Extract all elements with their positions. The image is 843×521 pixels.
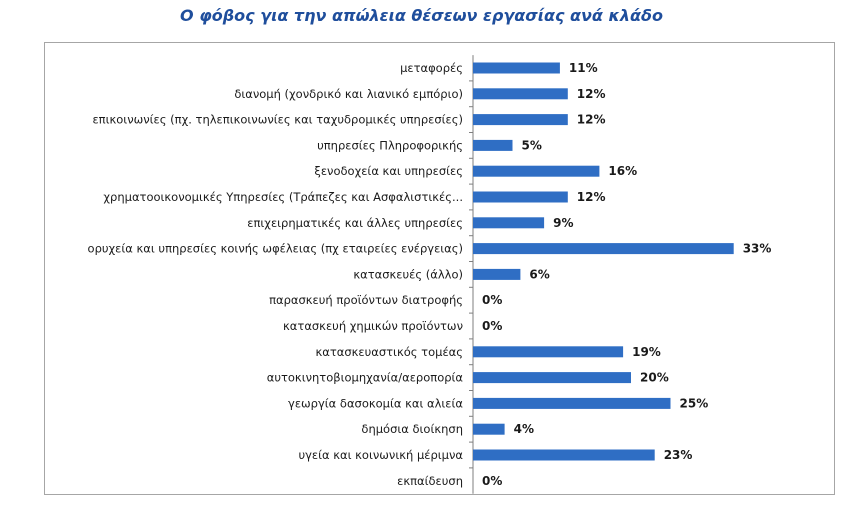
category-label: γεωργία δασοκομία και αλιεία [288, 396, 463, 410]
data-label: 16% [608, 164, 637, 178]
bar [473, 449, 655, 461]
bar [473, 62, 560, 74]
data-label: 19% [632, 345, 661, 359]
bar [473, 423, 505, 435]
category-label: αυτοκινητοβιομηχανία/αεροπορία [267, 371, 464, 385]
category-label: κατασκευές (άλλο) [353, 267, 463, 281]
bar [473, 114, 568, 126]
data-label: 0% [482, 319, 502, 333]
bar [473, 139, 513, 151]
bar [473, 268, 521, 280]
data-label: 12% [577, 113, 606, 127]
data-label: 12% [577, 87, 606, 101]
bar [473, 346, 624, 358]
bar [473, 191, 568, 203]
plot-frame [44, 42, 835, 495]
data-label: 11% [569, 61, 598, 75]
bar [473, 372, 631, 384]
data-label: 33% [743, 242, 772, 256]
category-label: επικοινωνίες (πχ. τηλεπικοινωνίες και τα… [92, 113, 463, 127]
data-label: 25% [680, 396, 709, 410]
category-label: διανομή (χονδρικό και λιανικό εμπόριο) [234, 87, 463, 101]
data-label: 23% [664, 448, 693, 462]
category-label: δημόσια διοίκηση [361, 422, 463, 436]
category-label: κατασκευή χημικών προϊόντων [283, 319, 463, 333]
category-label: χρηματοοικονομικές Υπηρεσίες (Τράπεζες κ… [103, 190, 463, 204]
data-label: 9% [553, 216, 573, 230]
category-label: ξενοδοχεία και υπηρεσίες [314, 164, 463, 178]
category-label: μεταφορές [400, 61, 463, 75]
bar [473, 217, 545, 229]
bar [473, 397, 671, 409]
category-label: κατασκευαστικός τομέας [315, 345, 463, 359]
category-label: εκπαίδευση [397, 474, 463, 488]
category-label: ορυχεία και υπηρεσίες κοινής ωφέλειας (π… [88, 242, 463, 256]
data-label: 6% [529, 267, 549, 281]
bar [473, 165, 600, 177]
data-label: 0% [482, 474, 502, 488]
data-label: 12% [577, 190, 606, 204]
data-label: 4% [514, 422, 534, 436]
data-label: 20% [640, 371, 669, 385]
category-label: υγεία και κοινωνική μέριμνα [298, 448, 463, 462]
category-label: υπηρεσίες Πληροφορικής [317, 138, 463, 152]
category-label: επιχειρηματικές και άλλες υπηρεσίες [247, 216, 463, 230]
data-label: 5% [522, 138, 542, 152]
bar [473, 88, 568, 100]
category-label: παρασκευή προϊόντων διατροφής [269, 293, 463, 307]
data-label: 0% [482, 293, 502, 307]
bar [473, 243, 734, 255]
chart-title: Ο φόβος για την απώλεια θέσεων εργασίας … [180, 6, 663, 25]
